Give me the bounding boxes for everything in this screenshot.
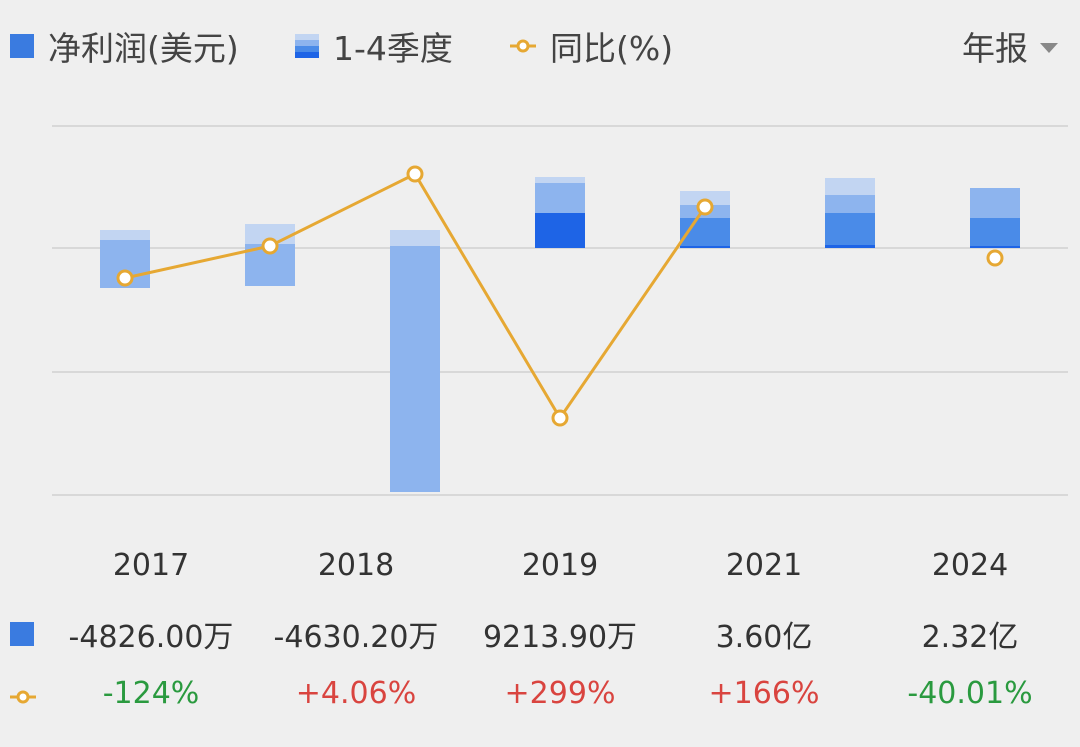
legend-net-profit[interactable]: 净利润(美元) xyxy=(10,22,239,70)
quarter-bar-2024-q3 xyxy=(970,188,1020,218)
yoy-point xyxy=(696,198,714,216)
net-profit-row-icon xyxy=(10,622,34,646)
yoy-row-icon xyxy=(10,690,36,704)
net-profit-value-row: -4826.00万 -4630.20万 9213.90万 3.60亿 2.32亿 xyxy=(0,612,1080,656)
chart-legend: 净利润(美元) 1-4季度 同比(%) 年报 xyxy=(0,0,1080,90)
quarter-bar-2020-q3 xyxy=(535,183,585,213)
x-tick-2019: 2019 xyxy=(521,548,599,583)
net-profit-value: 9213.90万 xyxy=(482,620,638,655)
legend-quarters[interactable]: 1-4季度 xyxy=(295,22,453,70)
x-tick-2018: 2018 xyxy=(317,548,395,583)
legend-net-profit-label: 净利润(美元) xyxy=(48,29,239,68)
legend-net-profit-swatch xyxy=(10,34,34,58)
quarter-bar-2019-q4 xyxy=(390,230,440,246)
legend-quarters-label: 1-4季度 xyxy=(333,29,453,68)
quarter-bar-2022-q2 xyxy=(825,213,875,245)
quarter-bar-2021-q4 xyxy=(680,191,730,205)
legend-yoy[interactable]: 同比(%) xyxy=(510,22,673,70)
net-profit-value: 2.32亿 xyxy=(921,620,1019,655)
period-selector-label: 年报 xyxy=(962,29,1028,68)
yoy-value: +299% xyxy=(504,676,616,711)
net-profit-value: -4826.00万 xyxy=(68,620,234,655)
yoy-value: +166% xyxy=(708,676,820,711)
yoy-point xyxy=(551,409,569,427)
yoy-value: -40.01% xyxy=(907,676,1033,711)
yoy-value: -124% xyxy=(102,676,200,711)
yoy-point xyxy=(406,165,424,183)
period-selector[interactable]: 年报 xyxy=(962,22,1058,70)
legend-yoy-swatch xyxy=(510,39,536,53)
legend-quarters-swatch xyxy=(295,34,319,58)
net-profit-chart xyxy=(52,125,1068,496)
quarter-bar-2024-q1 xyxy=(970,246,1020,248)
quarter-bar-2022-q3 xyxy=(825,195,875,213)
x-tick-2017: 2017 xyxy=(112,548,190,583)
net-profit-value: -4630.20万 xyxy=(273,620,439,655)
quarter-bar-2019-q3 xyxy=(390,246,440,492)
x-axis-labels: 2017 2018 2019 2021 2024 xyxy=(0,548,1080,588)
quarter-bar-2021-q1 xyxy=(680,246,730,248)
quarter-bar-2022-q1 xyxy=(825,245,875,248)
yoy-point xyxy=(986,249,1004,267)
x-tick-2024: 2024 xyxy=(931,548,1009,583)
net-profit-value: 3.60亿 xyxy=(715,620,813,655)
x-tick-2021: 2021 xyxy=(725,548,803,583)
quarter-bar-2017-q4 xyxy=(100,230,150,240)
chevron-down-icon xyxy=(1040,43,1058,53)
yoy-point xyxy=(261,237,279,255)
quarter-bar-2024-q2 xyxy=(970,218,1020,246)
quarter-bar-2022-q4 xyxy=(825,178,875,195)
yoy-value: +4.06% xyxy=(295,676,417,711)
yoy-point xyxy=(116,269,134,287)
legend-yoy-label: 同比(%) xyxy=(550,29,674,68)
yoy-value-row: -124% +4.06% +299% +166% -40.01% xyxy=(0,676,1080,720)
quarter-bar-2020-q4 xyxy=(535,177,585,183)
